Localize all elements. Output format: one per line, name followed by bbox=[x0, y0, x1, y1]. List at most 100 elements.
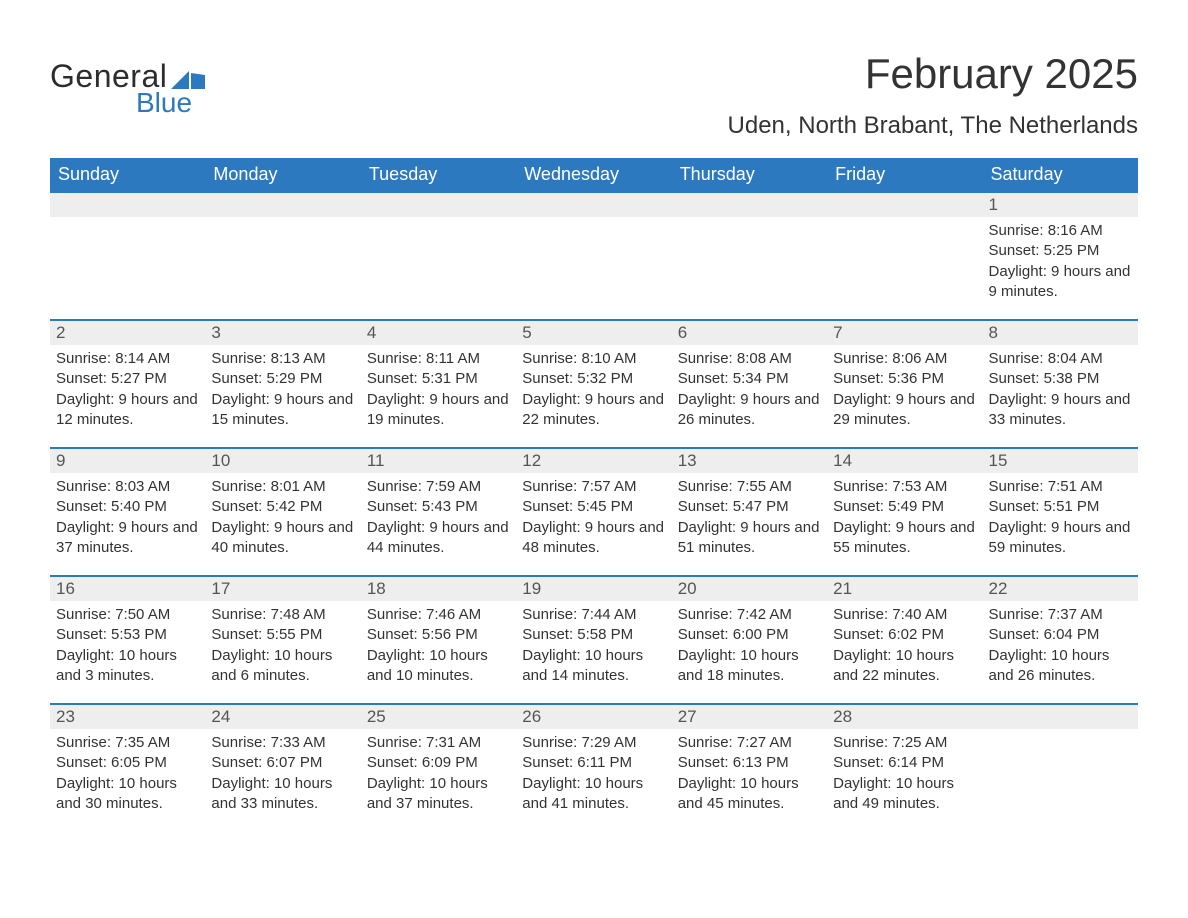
day-number: 21 bbox=[827, 575, 982, 601]
daylight-line: Daylight: 10 hours and 41 minutes. bbox=[522, 774, 665, 815]
day-number bbox=[50, 191, 205, 217]
daylight-line: Daylight: 9 hours and 40 minutes. bbox=[211, 518, 354, 559]
weekday-header: Saturday bbox=[983, 158, 1138, 191]
calendar-day-cell: 23Sunrise: 7:35 AMSunset: 6:05 PMDayligh… bbox=[50, 703, 205, 831]
sunrise-line: Sunrise: 7:44 AM bbox=[522, 605, 665, 625]
calendar-day-cell: 14Sunrise: 7:53 AMSunset: 5:49 PMDayligh… bbox=[827, 447, 982, 575]
daylight-line: Daylight: 9 hours and 37 minutes. bbox=[56, 518, 199, 559]
sunset-line: Sunset: 5:25 PM bbox=[989, 241, 1132, 261]
daylight-line: Daylight: 9 hours and 48 minutes. bbox=[522, 518, 665, 559]
day-number: 25 bbox=[361, 703, 516, 729]
day-number bbox=[983, 703, 1138, 729]
day-details: Sunrise: 7:48 AMSunset: 5:55 PMDaylight:… bbox=[205, 601, 360, 694]
sunset-line: Sunset: 5:56 PM bbox=[367, 625, 510, 645]
sunrise-line: Sunrise: 8:04 AM bbox=[989, 349, 1132, 369]
daylight-line: Daylight: 9 hours and 51 minutes. bbox=[678, 518, 821, 559]
day-number: 1 bbox=[983, 191, 1138, 217]
day-details: Sunrise: 7:40 AMSunset: 6:02 PMDaylight:… bbox=[827, 601, 982, 694]
sunset-line: Sunset: 5:43 PM bbox=[367, 497, 510, 517]
sunset-line: Sunset: 5:47 PM bbox=[678, 497, 821, 517]
sunrise-line: Sunrise: 7:57 AM bbox=[522, 477, 665, 497]
month-title: February 2025 bbox=[728, 50, 1138, 98]
day-details: Sunrise: 7:37 AMSunset: 6:04 PMDaylight:… bbox=[983, 601, 1138, 694]
day-details: Sunrise: 8:10 AMSunset: 5:32 PMDaylight:… bbox=[516, 345, 671, 438]
sunset-line: Sunset: 5:38 PM bbox=[989, 369, 1132, 389]
sunrise-line: Sunrise: 8:03 AM bbox=[56, 477, 199, 497]
sunrise-line: Sunrise: 7:59 AM bbox=[367, 477, 510, 497]
sunset-line: Sunset: 5:45 PM bbox=[522, 497, 665, 517]
day-details: Sunrise: 7:53 AMSunset: 5:49 PMDaylight:… bbox=[827, 473, 982, 566]
daylight-line: Daylight: 9 hours and 59 minutes. bbox=[989, 518, 1132, 559]
day-details: Sunrise: 7:59 AMSunset: 5:43 PMDaylight:… bbox=[361, 473, 516, 566]
calendar-week-row: 1Sunrise: 8:16 AMSunset: 5:25 PMDaylight… bbox=[50, 191, 1138, 319]
calendar-day-cell: 1Sunrise: 8:16 AMSunset: 5:25 PMDaylight… bbox=[983, 191, 1138, 319]
weekday-header: Friday bbox=[827, 158, 982, 191]
sunrise-line: Sunrise: 7:48 AM bbox=[211, 605, 354, 625]
day-number: 19 bbox=[516, 575, 671, 601]
calendar-day-cell: 13Sunrise: 7:55 AMSunset: 5:47 PMDayligh… bbox=[672, 447, 827, 575]
day-number bbox=[672, 191, 827, 217]
sunset-line: Sunset: 5:49 PM bbox=[833, 497, 976, 517]
day-number: 28 bbox=[827, 703, 982, 729]
weekday-header: Thursday bbox=[672, 158, 827, 191]
day-number: 7 bbox=[827, 319, 982, 345]
sunrise-line: Sunrise: 8:16 AM bbox=[989, 221, 1132, 241]
sunset-line: Sunset: 6:13 PM bbox=[678, 753, 821, 773]
sunrise-line: Sunrise: 7:40 AM bbox=[833, 605, 976, 625]
weekday-header: Monday bbox=[205, 158, 360, 191]
day-number: 17 bbox=[205, 575, 360, 601]
sunset-line: Sunset: 6:02 PM bbox=[833, 625, 976, 645]
daylight-line: Daylight: 10 hours and 33 minutes. bbox=[211, 774, 354, 815]
daylight-line: Daylight: 10 hours and 45 minutes. bbox=[678, 774, 821, 815]
day-details: Sunrise: 7:55 AMSunset: 5:47 PMDaylight:… bbox=[672, 473, 827, 566]
sunrise-line: Sunrise: 7:35 AM bbox=[56, 733, 199, 753]
sunrise-line: Sunrise: 8:13 AM bbox=[211, 349, 354, 369]
sunset-line: Sunset: 5:53 PM bbox=[56, 625, 199, 645]
calendar-day-cell bbox=[50, 191, 205, 319]
day-details: Sunrise: 8:14 AMSunset: 5:27 PMDaylight:… bbox=[50, 345, 205, 438]
sunrise-line: Sunrise: 8:08 AM bbox=[678, 349, 821, 369]
calendar-day-cell: 2Sunrise: 8:14 AMSunset: 5:27 PMDaylight… bbox=[50, 319, 205, 447]
day-number: 10 bbox=[205, 447, 360, 473]
day-details: Sunrise: 8:01 AMSunset: 5:42 PMDaylight:… bbox=[205, 473, 360, 566]
calendar-day-cell: 11Sunrise: 7:59 AMSunset: 5:43 PMDayligh… bbox=[361, 447, 516, 575]
daylight-line: Daylight: 10 hours and 37 minutes. bbox=[367, 774, 510, 815]
day-details: Sunrise: 7:46 AMSunset: 5:56 PMDaylight:… bbox=[361, 601, 516, 694]
sunset-line: Sunset: 6:11 PM bbox=[522, 753, 665, 773]
day-details: Sunrise: 8:03 AMSunset: 5:40 PMDaylight:… bbox=[50, 473, 205, 566]
sunset-line: Sunset: 5:27 PM bbox=[56, 369, 199, 389]
day-number: 8 bbox=[983, 319, 1138, 345]
day-number bbox=[827, 191, 982, 217]
sunset-line: Sunset: 5:42 PM bbox=[211, 497, 354, 517]
sunrise-line: Sunrise: 7:31 AM bbox=[367, 733, 510, 753]
day-details: Sunrise: 7:57 AMSunset: 5:45 PMDaylight:… bbox=[516, 473, 671, 566]
calendar-day-cell: 9Sunrise: 8:03 AMSunset: 5:40 PMDaylight… bbox=[50, 447, 205, 575]
daylight-line: Daylight: 10 hours and 6 minutes. bbox=[211, 646, 354, 687]
day-details: Sunrise: 7:42 AMSunset: 6:00 PMDaylight:… bbox=[672, 601, 827, 694]
day-details: Sunrise: 7:31 AMSunset: 6:09 PMDaylight:… bbox=[361, 729, 516, 822]
day-details: Sunrise: 7:33 AMSunset: 6:07 PMDaylight:… bbox=[205, 729, 360, 822]
sunset-line: Sunset: 6:07 PM bbox=[211, 753, 354, 773]
calendar-day-cell: 22Sunrise: 7:37 AMSunset: 6:04 PMDayligh… bbox=[983, 575, 1138, 703]
calendar-day-cell: 3Sunrise: 8:13 AMSunset: 5:29 PMDaylight… bbox=[205, 319, 360, 447]
calendar-day-cell: 8Sunrise: 8:04 AMSunset: 5:38 PMDaylight… bbox=[983, 319, 1138, 447]
day-details: Sunrise: 8:08 AMSunset: 5:34 PMDaylight:… bbox=[672, 345, 827, 438]
daylight-line: Daylight: 10 hours and 10 minutes. bbox=[367, 646, 510, 687]
calendar-week-row: 23Sunrise: 7:35 AMSunset: 6:05 PMDayligh… bbox=[50, 703, 1138, 831]
logo-flag-icon bbox=[171, 67, 205, 89]
daylight-line: Daylight: 9 hours and 44 minutes. bbox=[367, 518, 510, 559]
sunrise-line: Sunrise: 7:33 AM bbox=[211, 733, 354, 753]
sunset-line: Sunset: 6:00 PM bbox=[678, 625, 821, 645]
sunrise-line: Sunrise: 8:06 AM bbox=[833, 349, 976, 369]
sunset-line: Sunset: 5:36 PM bbox=[833, 369, 976, 389]
sunset-line: Sunset: 5:34 PM bbox=[678, 369, 821, 389]
calendar-day-cell: 6Sunrise: 8:08 AMSunset: 5:34 PMDaylight… bbox=[672, 319, 827, 447]
day-number: 27 bbox=[672, 703, 827, 729]
calendar-day-cell: 10Sunrise: 8:01 AMSunset: 5:42 PMDayligh… bbox=[205, 447, 360, 575]
day-number bbox=[361, 191, 516, 217]
calendar-day-cell: 16Sunrise: 7:50 AMSunset: 5:53 PMDayligh… bbox=[50, 575, 205, 703]
calendar-day-cell: 17Sunrise: 7:48 AMSunset: 5:55 PMDayligh… bbox=[205, 575, 360, 703]
day-number: 26 bbox=[516, 703, 671, 729]
sunset-line: Sunset: 5:31 PM bbox=[367, 369, 510, 389]
sunset-line: Sunset: 5:55 PM bbox=[211, 625, 354, 645]
